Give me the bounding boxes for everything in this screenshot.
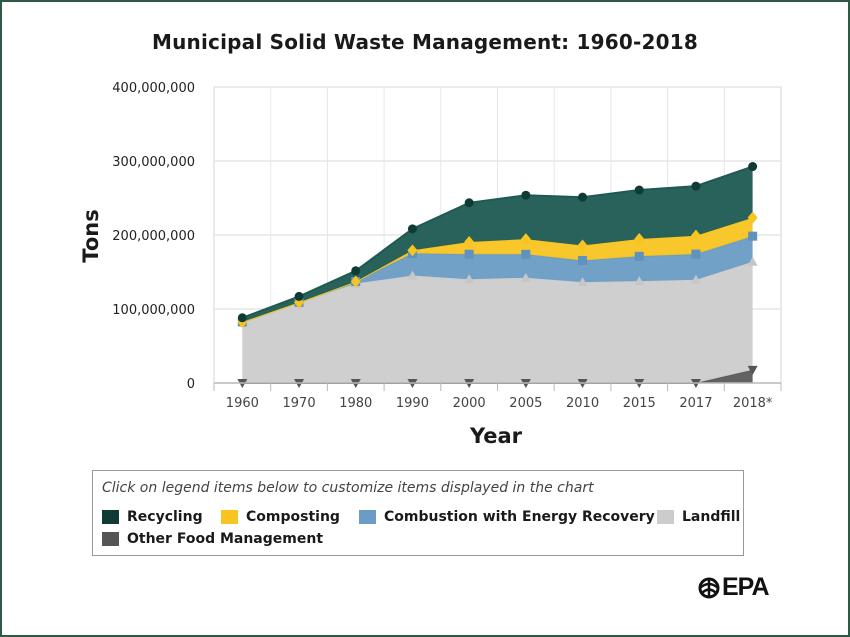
marker-landfill	[747, 256, 758, 266]
marker-other-food-management	[747, 365, 758, 375]
area-landfill	[242, 261, 753, 383]
marker-recycling	[748, 162, 758, 172]
chart-svg: 0 100,000,000 200,000,000 300,000,000 400,00…	[79, 81, 782, 448]
marker-recycling	[407, 224, 417, 234]
epa-logo: EPA	[698, 573, 770, 602]
axes: 0 100,000,000 200,000,000 300,000,000 400,00…	[112, 81, 782, 411]
marker-landfill	[634, 276, 645, 286]
marker-composting	[634, 232, 645, 245]
epa-logo-text: EPA	[722, 573, 770, 601]
marker-combustion-with-energy-recovery	[748, 231, 758, 241]
marker-recycling	[691, 181, 701, 191]
legend-label: Landfill	[682, 509, 741, 525]
area-recycling	[242, 166, 753, 322]
y-tick-label: 0	[187, 377, 195, 392]
legend-label: Other Food Management	[127, 531, 324, 547]
marker-composting	[690, 229, 701, 242]
legend-item-composting[interactable]: Composting	[221, 509, 340, 525]
x-tick-label: 1990	[396, 396, 429, 411]
chart-title: Municipal Solid Waste Management: 1960-2…	[152, 30, 698, 54]
legend-swatch-composting	[221, 510, 238, 524]
marker-recycling	[294, 291, 304, 301]
marker-recycling	[521, 190, 531, 200]
legend-item-combustion[interactable]: Combustion with Energy Recovery	[359, 509, 655, 525]
area-series	[241, 165, 753, 384]
marker-recycling	[351, 266, 361, 276]
marker-recycling	[464, 198, 474, 208]
marker-recycling	[634, 185, 644, 195]
marker-composting	[747, 211, 758, 224]
x-tick-label: 2018*	[733, 396, 773, 411]
x-tick-label: 2005	[509, 396, 542, 411]
y-axis-title: Tons	[79, 209, 103, 262]
legend-swatch-combustion	[359, 510, 376, 524]
y-tick-label: 400,000,000	[112, 81, 195, 96]
x-axis-title: Year	[469, 424, 523, 448]
marker-landfill	[464, 274, 475, 284]
legend-swatch-recycling	[102, 510, 119, 524]
legend-label: Combustion with Energy Recovery	[384, 509, 655, 525]
legend-item-other-food[interactable]: Other Food Management	[102, 531, 323, 547]
marker-landfill	[577, 277, 588, 287]
area-composting	[242, 217, 753, 322]
x-tick-label: 1970	[283, 396, 316, 411]
legend-swatch-other-food	[102, 532, 119, 546]
marker-landfill	[520, 272, 531, 282]
legend: Click on legend items below to customize…	[92, 470, 744, 556]
y-tick-label: 200,000,000	[112, 229, 195, 244]
marker-combustion-with-energy-recovery	[464, 249, 474, 259]
marker-landfill	[690, 274, 701, 284]
marker-recycling	[237, 313, 247, 323]
x-tick-label: 2000	[453, 396, 486, 411]
epa-flower-icon	[698, 577, 720, 598]
marker-recycling	[578, 192, 588, 202]
x-tick-label: 2015	[623, 396, 656, 411]
marker-combustion-with-energy-recovery	[691, 249, 701, 259]
x-tick-label: 2017	[679, 396, 712, 411]
marker-combustion-with-energy-recovery	[578, 255, 588, 265]
legend-item-landfill[interactable]: Landfill	[657, 509, 740, 525]
marker-combustion-with-energy-recovery	[634, 251, 644, 261]
marker-composting	[350, 275, 361, 288]
marker-composting	[464, 236, 475, 249]
y-tick-label: 300,000,000	[112, 155, 195, 170]
legend-label: Composting	[246, 509, 340, 525]
series-markers	[237, 162, 758, 388]
x-tick-label: 2010	[566, 396, 599, 411]
line-recycling	[241, 165, 753, 319]
legend-label: Recycling	[127, 509, 203, 525]
marker-composting	[520, 233, 531, 246]
marker-landfill	[407, 270, 418, 280]
legend-swatch-landfill	[657, 510, 674, 524]
marker-composting	[577, 239, 588, 252]
y-tick-label: 100,000,000	[112, 303, 195, 318]
marker-composting	[407, 244, 418, 257]
marker-combustion-with-energy-recovery	[521, 249, 531, 259]
legend-item-recycling[interactable]: Recycling	[102, 509, 203, 525]
x-tick-label: 1960	[226, 396, 259, 411]
legend-hint: Click on legend items below to customize…	[102, 480, 594, 496]
x-tick-label: 1980	[339, 396, 372, 411]
